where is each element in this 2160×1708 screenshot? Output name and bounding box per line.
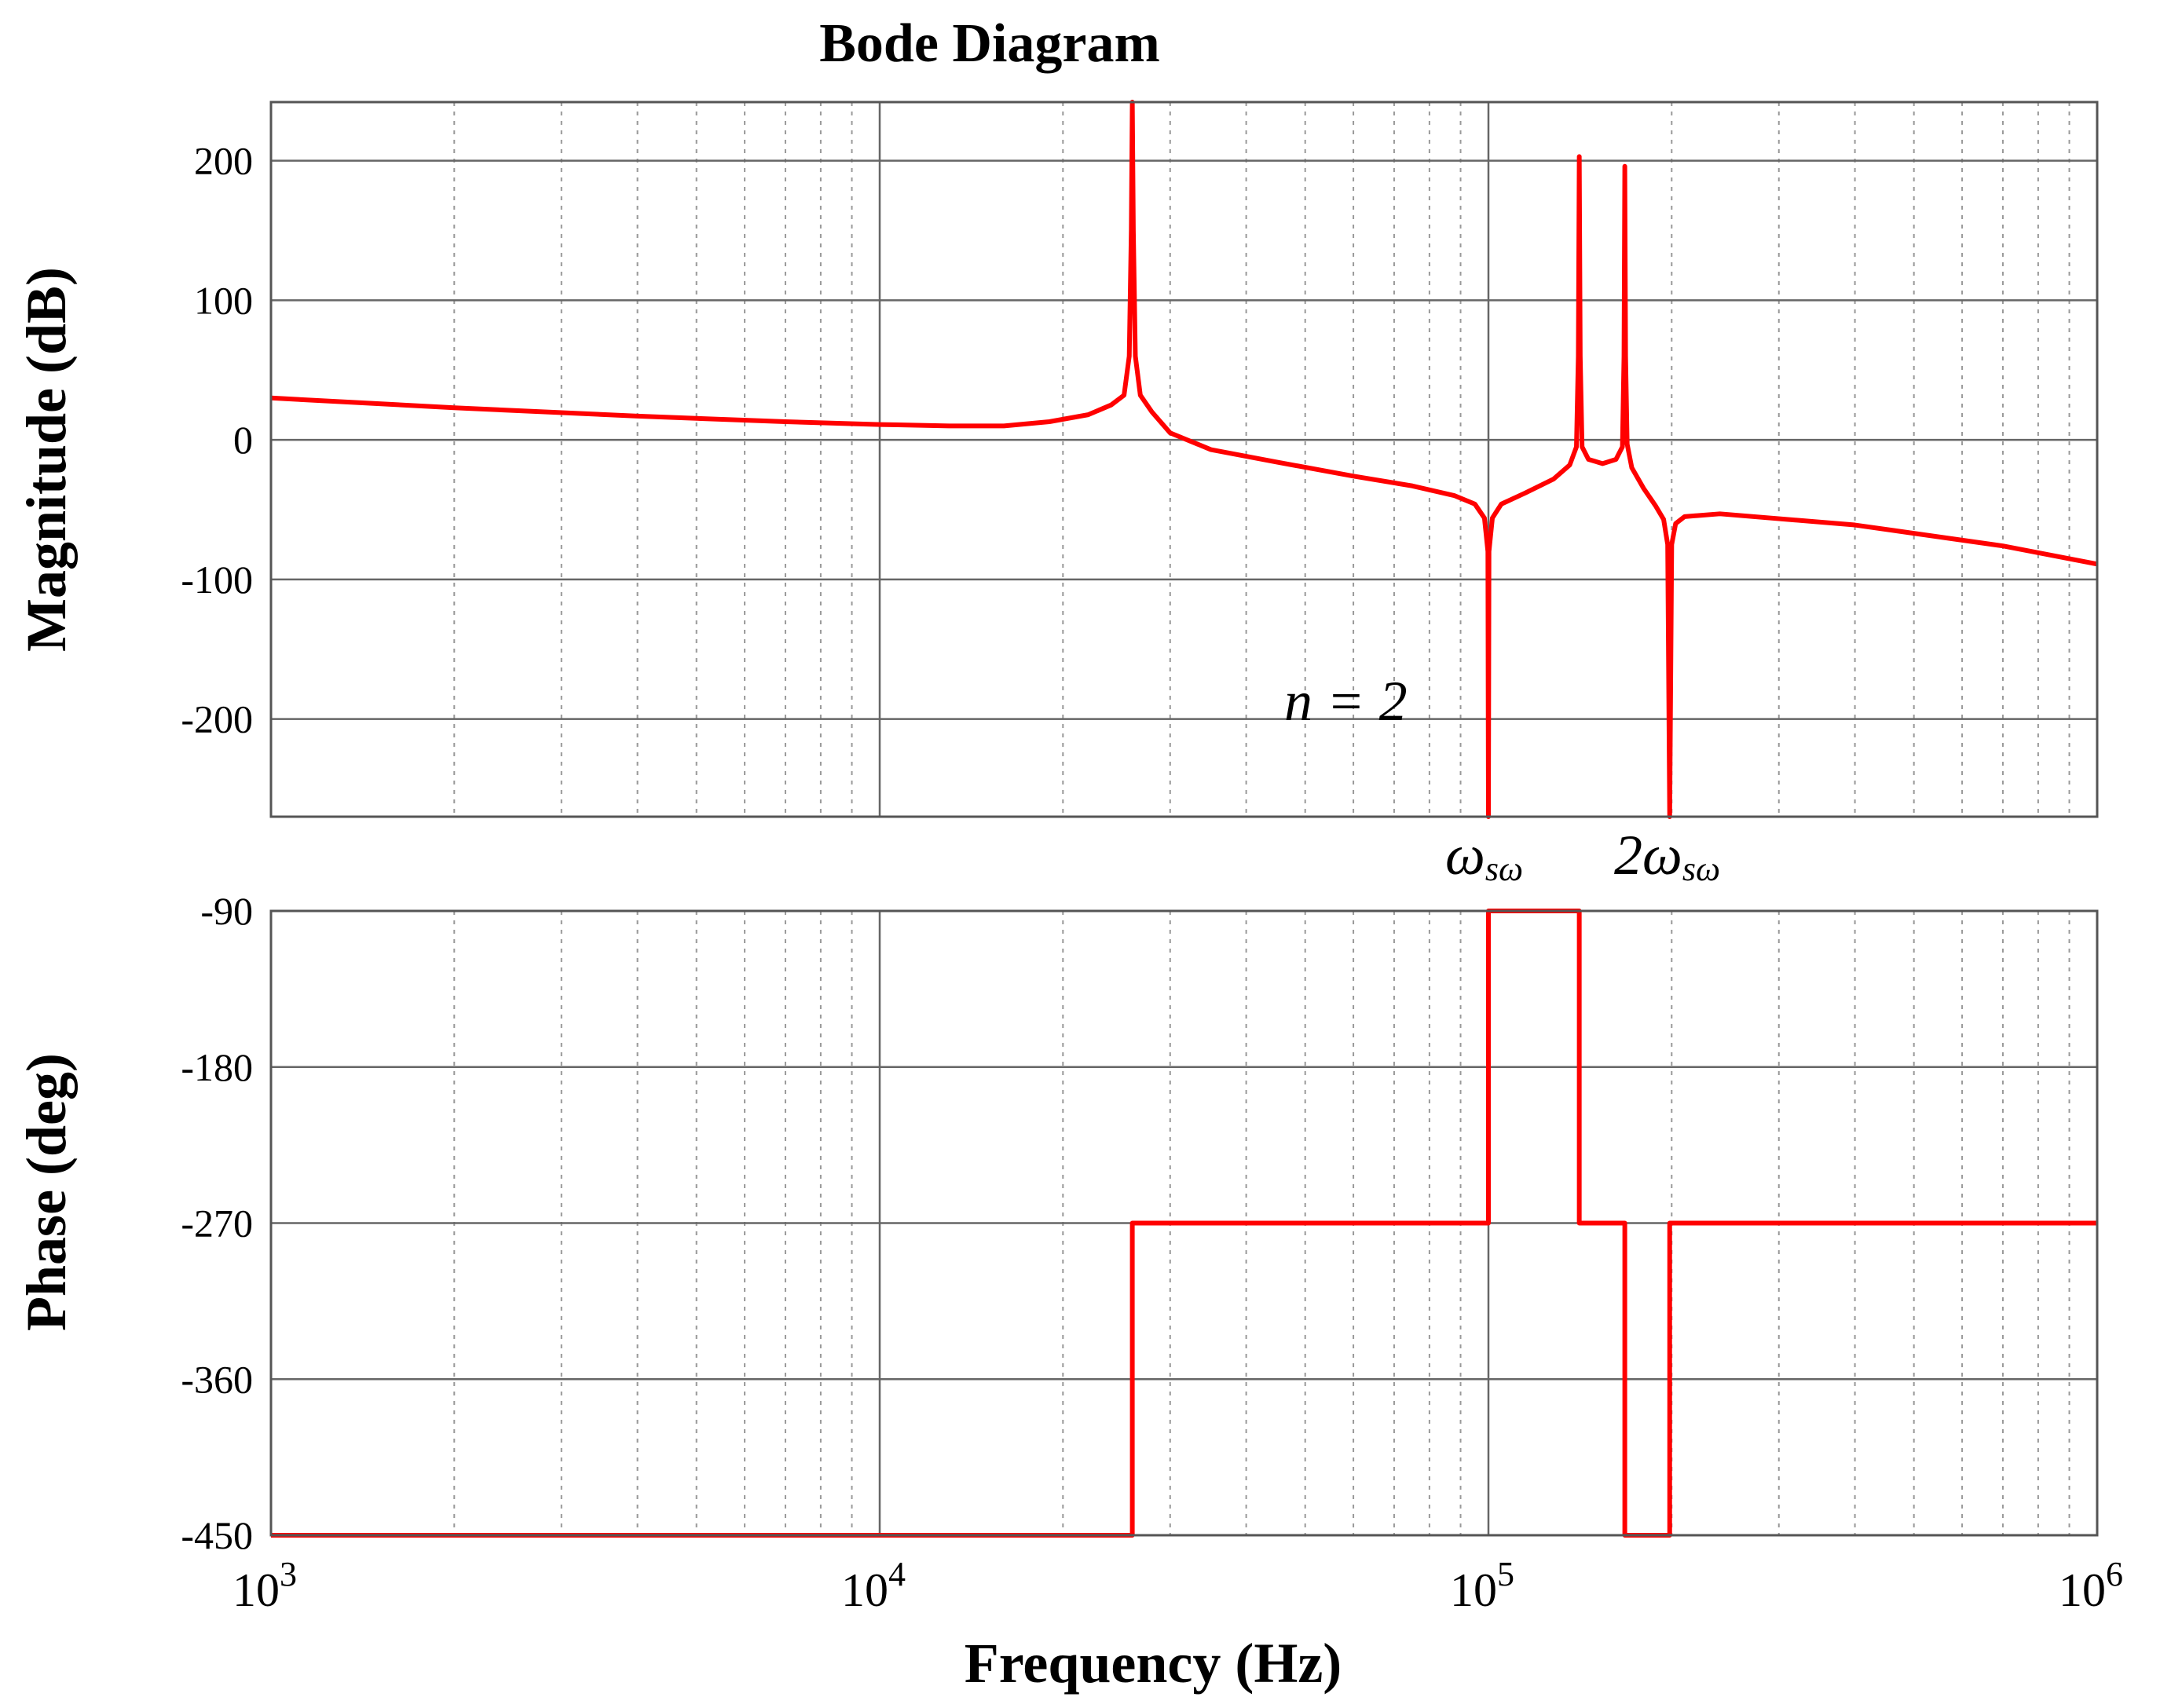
x-tick-label: 103 (232, 1555, 297, 1616)
magnitude-y-tick-label: 200 (194, 139, 253, 183)
magnitude-plot-frame (269, 101, 2099, 818)
phase-y-axis-label: Phase (deg) (15, 1053, 78, 1331)
magnitude-grid (269, 102, 2099, 817)
n-equals-2-annotation: n = 2 (1284, 670, 1408, 733)
magnitude-series-line (270, 100, 2098, 819)
phase-y-tick-label: -360 (181, 1357, 253, 1401)
magnitude-y-tick-label: 0 (233, 418, 253, 462)
magnitude-y-tick-label: -100 (181, 558, 253, 602)
magnitude-y-axis-label: Magnitude (dB) (15, 267, 78, 652)
magnitude-y-ticks: 200 100 0 -100 -200 (181, 139, 253, 741)
phase-panel: -90 -180 -270 -360 -450 Phase (deg) (15, 889, 2099, 1557)
magnitude-panel: 200 100 0 -100 -200 Magnitude (dB) n = 2 (15, 100, 2099, 819)
phase-series-line (271, 909, 2097, 1538)
x-tick-label: 104 (841, 1555, 906, 1616)
x-tick-label: 106 (2059, 1555, 2123, 1616)
phase-y-tick-label: -90 (200, 889, 253, 933)
phase-y-tick-label: -180 (181, 1045, 253, 1089)
magnitude-y-tick-label: 100 (194, 278, 253, 322)
x-tick-labels: 103 104 105 106 (232, 1555, 2123, 1616)
chart-title: Bode Diagram (819, 13, 1160, 74)
phase-plot-frame (269, 909, 2099, 1537)
phase-y-ticks: -90 -180 -270 -360 -450 (181, 889, 253, 1557)
x-tick-label: 105 (1450, 1555, 1514, 1616)
phase-y-tick-label: -270 (181, 1201, 253, 1245)
two-omega-sw-annotation: 2ωsω (1614, 824, 1720, 888)
phase-y-tick-label: -450 (181, 1513, 253, 1557)
omega-sw-annotation: ωsω (1445, 824, 1523, 888)
magnitude-y-tick-label: -200 (181, 697, 253, 741)
x-axis-label: Frequency (Hz) (965, 1632, 1342, 1695)
